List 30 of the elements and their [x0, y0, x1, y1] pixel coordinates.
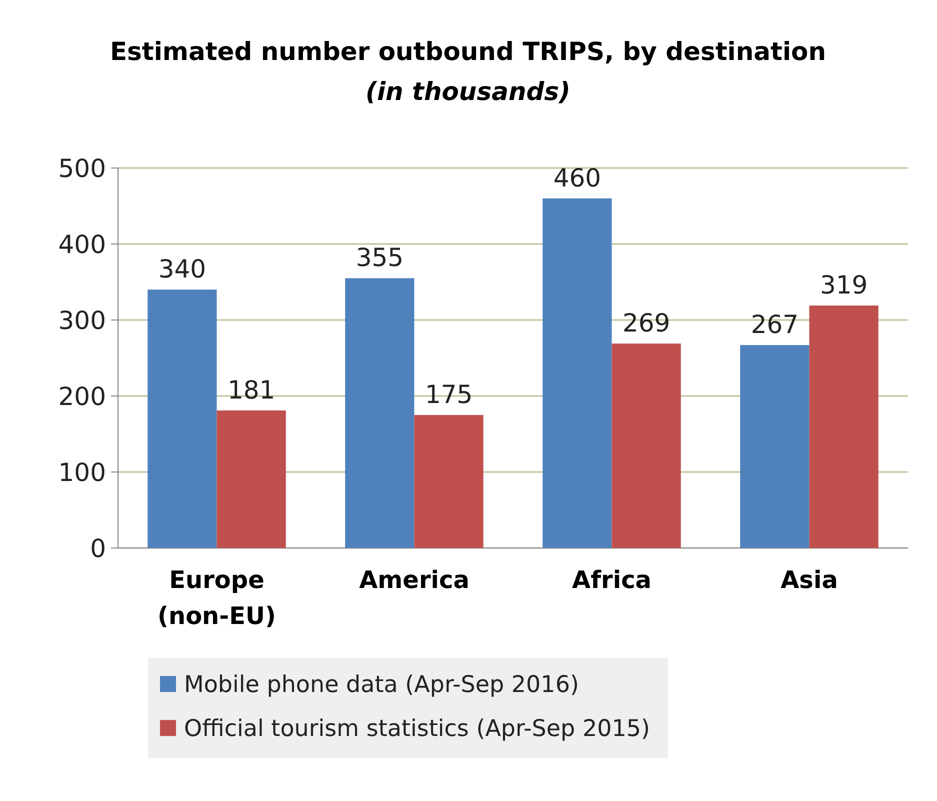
y-tick-label: 100 [58, 458, 106, 487]
data-label: 319 [820, 270, 868, 300]
x-tick-label: Africa [572, 566, 652, 594]
x-tick-label: Europe (non-EU) [158, 566, 276, 630]
data-label: 175 [424, 380, 473, 409]
data-label: 269 [622, 308, 670, 338]
bar [216, 410, 286, 548]
y-tick-label: 500 [58, 154, 106, 183]
x-tick-label: America [359, 566, 470, 594]
data-label: 181 [227, 375, 276, 404]
legend-label: Official tourism statistics (Apr-Sep 2015) [184, 716, 650, 742]
bar [612, 344, 681, 548]
bar [414, 415, 484, 548]
bar [542, 198, 612, 548]
data-label: 355 [356, 243, 404, 272]
legend-label: Mobile phone data (Apr-Sep 2016) [184, 672, 579, 698]
bar [345, 278, 414, 548]
y-tick-label: 0 [90, 534, 106, 563]
bar [740, 345, 810, 548]
y-tick-label: 400 [58, 230, 106, 259]
x-tick-label: Asia [780, 566, 838, 594]
bar [148, 290, 217, 548]
bar [809, 306, 878, 548]
chart-subtitle: (in thousands) [366, 77, 570, 106]
data-label: 267 [750, 310, 799, 340]
chart-title: Estimated number outbound TRIPS, by destination [110, 37, 826, 66]
y-tick-label: 300 [58, 306, 106, 335]
data-label: 460 [553, 163, 602, 192]
y-tick-label: 200 [58, 382, 106, 411]
data-label: 340 [158, 254, 206, 284]
